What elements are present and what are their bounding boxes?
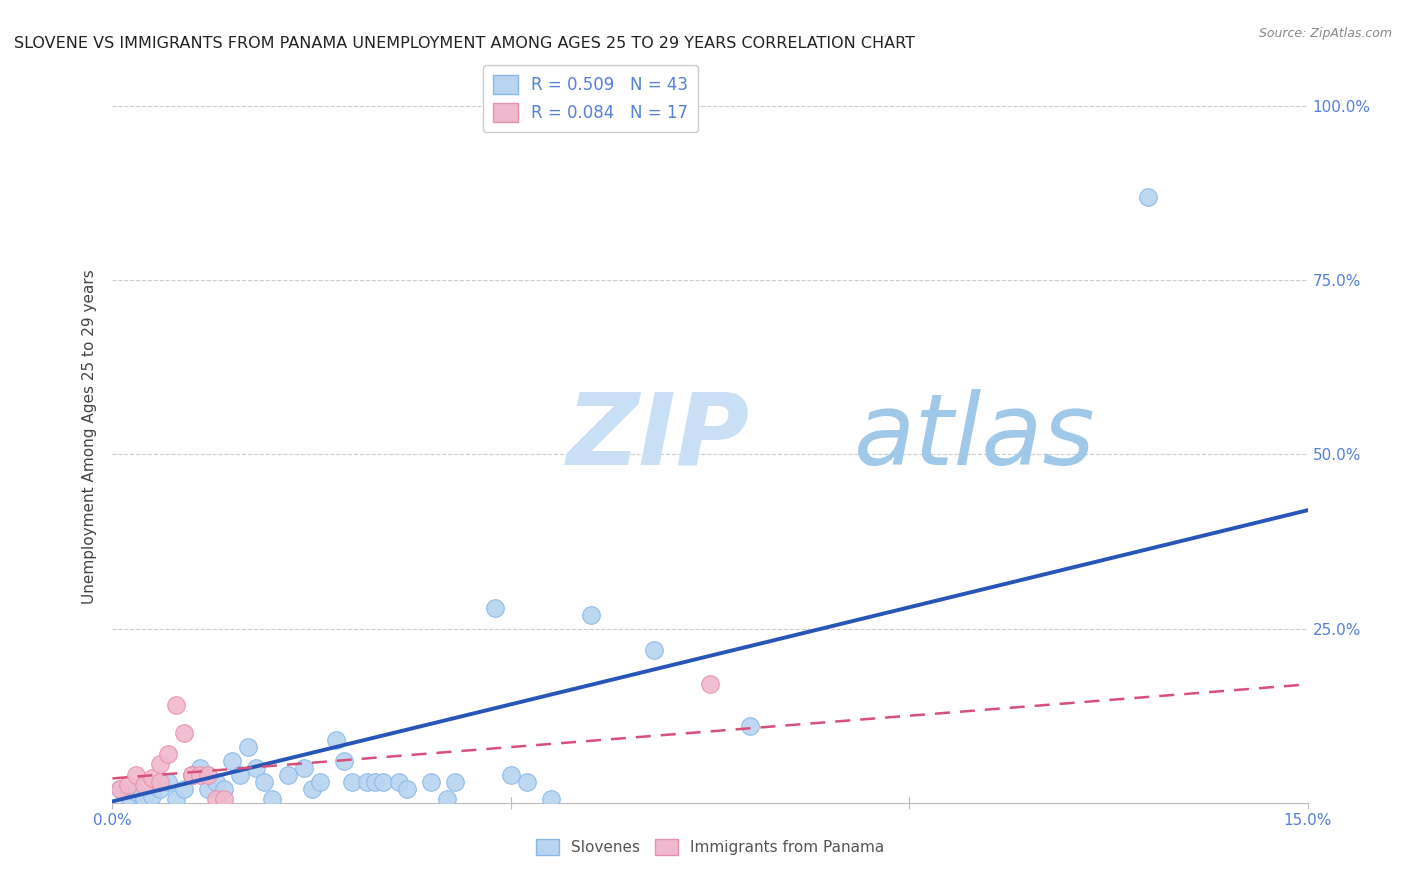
Point <box>444 775 467 789</box>
Point <box>125 785 148 799</box>
Y-axis label: Unemployment Among Ages 25 to 29 years: Unemployment Among Ages 25 to 29 years <box>82 269 97 605</box>
Text: Source: ZipAtlas.com: Source: ZipAtlas.com <box>1258 27 1392 40</box>
Point <box>141 772 163 786</box>
Point <box>181 768 204 782</box>
Point <box>540 792 562 806</box>
Point <box>165 792 187 806</box>
Point <box>516 775 538 789</box>
Text: atlas: atlas <box>853 389 1095 485</box>
Point <box>579 607 602 622</box>
Point <box>149 781 172 796</box>
Point <box>110 781 132 796</box>
Point <box>499 768 522 782</box>
Point <box>260 792 283 806</box>
Point <box>253 775 276 789</box>
Point <box>325 733 347 747</box>
Point <box>134 778 156 792</box>
Point <box>197 768 219 782</box>
Point <box>332 754 354 768</box>
Point <box>245 761 267 775</box>
Point <box>157 775 180 789</box>
Point <box>301 781 323 796</box>
Point <box>373 775 395 789</box>
Point <box>141 789 163 803</box>
Point <box>699 677 721 691</box>
Point <box>197 781 219 796</box>
Point <box>173 781 195 796</box>
Point <box>125 768 148 782</box>
Legend: Slovenes, Immigrants from Panama: Slovenes, Immigrants from Panama <box>530 833 890 861</box>
Point <box>134 792 156 806</box>
Point <box>738 719 761 733</box>
Text: ZIP: ZIP <box>567 389 749 485</box>
Point <box>643 642 665 657</box>
Point <box>188 768 211 782</box>
Point <box>388 775 411 789</box>
Point <box>117 778 139 792</box>
Point <box>157 747 180 761</box>
Point <box>229 768 252 782</box>
Point <box>110 781 132 796</box>
Point <box>221 754 243 768</box>
Point <box>396 781 419 796</box>
Text: SLOVENE VS IMMIGRANTS FROM PANAMA UNEMPLOYMENT AMONG AGES 25 TO 29 YEARS CORRELA: SLOVENE VS IMMIGRANTS FROM PANAMA UNEMPL… <box>14 36 915 51</box>
Point <box>117 789 139 803</box>
Point <box>1137 190 1160 204</box>
Point <box>484 600 506 615</box>
Point <box>165 698 187 713</box>
Point <box>205 792 228 806</box>
Point <box>181 768 204 782</box>
Point <box>436 792 458 806</box>
Point <box>212 781 235 796</box>
Point <box>340 775 363 789</box>
Point <box>205 775 228 789</box>
Point <box>292 761 315 775</box>
Point <box>149 757 172 772</box>
Point <box>420 775 443 789</box>
Point <box>277 768 299 782</box>
Point <box>149 775 172 789</box>
Point <box>173 726 195 740</box>
Point <box>212 792 235 806</box>
Point <box>236 740 259 755</box>
Point <box>308 775 330 789</box>
Point <box>364 775 387 789</box>
Point <box>181 768 204 782</box>
Point <box>188 761 211 775</box>
Point <box>356 775 378 789</box>
